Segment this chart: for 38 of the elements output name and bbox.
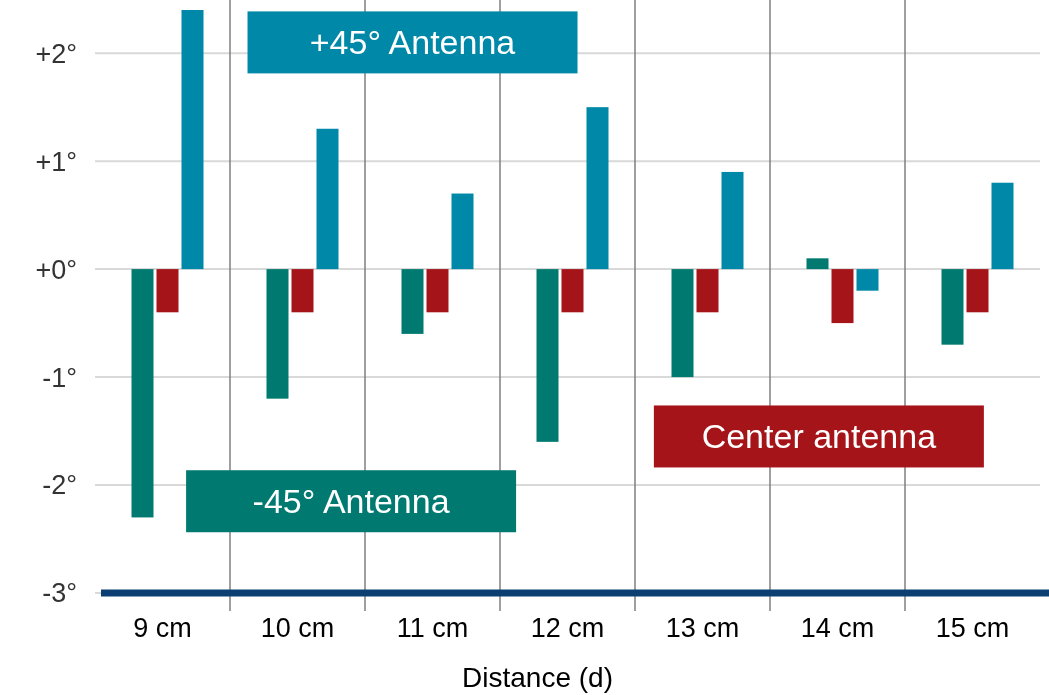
bar [941,269,964,345]
bar [291,269,314,313]
bar [991,182,1014,270]
x-tick-label: 15 cm [935,613,1010,643]
x-tick-label: 9 cm [133,613,192,643]
x-tick-label: 12 cm [530,613,605,643]
bar [181,10,204,270]
bar [316,128,339,270]
x-tick-label: 10 cm [260,613,335,643]
bar [536,269,559,442]
bar [831,269,854,324]
bar [671,269,694,378]
text: -45° Antenna [252,482,450,521]
y-tick-label: +2° [35,38,77,69]
bar [806,258,829,270]
bar [451,193,474,270]
bar [156,269,179,313]
bar [721,171,744,270]
x-axis-title: Distance (d) [462,662,613,693]
y-tick-label: -3° [42,578,77,609]
x-tick-label: 13 cm [665,613,740,643]
bar [426,269,449,313]
bar [856,269,879,291]
bar [966,269,989,313]
y-tick-label: +0° [35,254,77,285]
x-tick-label: 11 cm [396,613,469,643]
series-label: +45° Antenna [309,23,516,62]
bar [696,269,719,313]
bar [131,269,154,518]
bar [586,107,609,270]
bar [561,269,584,313]
x-tick-label: 14 cm [800,613,875,643]
bar [266,269,289,399]
y-tick-label: +1° [35,146,77,177]
bar [401,269,424,334]
y-tick-label: -2° [42,470,77,501]
text: Center antenna [701,417,937,456]
y-tick-label: -1° [42,362,77,393]
